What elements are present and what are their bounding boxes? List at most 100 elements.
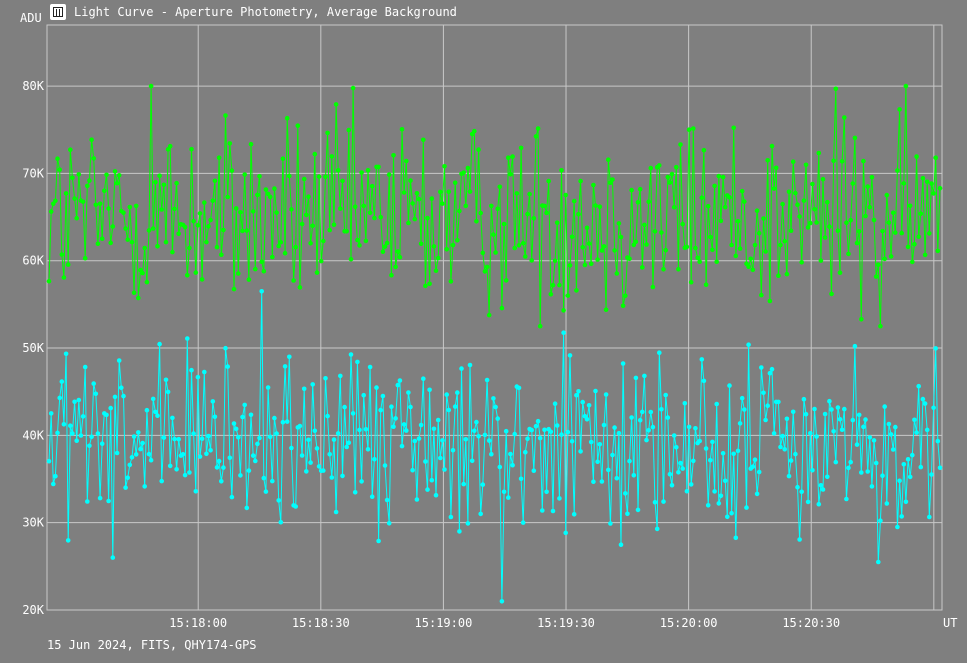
data-point — [72, 196, 77, 201]
data-point — [253, 458, 258, 464]
data-point — [465, 165, 471, 171]
data-point — [112, 169, 118, 174]
data-point — [544, 489, 549, 495]
data-point — [357, 243, 362, 248]
data-point — [106, 206, 111, 211]
data-point — [448, 514, 454, 520]
data-point — [435, 417, 441, 423]
data-point — [91, 156, 96, 161]
data-point — [102, 188, 107, 194]
data-point — [150, 226, 156, 231]
data-point — [569, 234, 575, 240]
data-point — [595, 257, 600, 262]
data-point — [489, 203, 494, 209]
data-point — [497, 464, 503, 470]
data-point — [329, 154, 335, 159]
data-point — [340, 473, 345, 479]
data-point — [897, 478, 902, 484]
y-tick-label: 80K — [22, 79, 44, 93]
data-point — [548, 429, 554, 435]
data-point — [929, 181, 934, 186]
data-point — [372, 215, 377, 221]
data-point — [648, 165, 654, 171]
data-point — [525, 436, 530, 442]
data-point — [839, 159, 845, 164]
data-point — [401, 422, 407, 427]
data-point — [742, 407, 747, 412]
data-point — [907, 474, 913, 480]
data-point — [380, 393, 386, 399]
data-point — [676, 267, 681, 272]
data-point — [722, 204, 728, 210]
data-point — [882, 404, 887, 409]
data-point — [667, 471, 673, 477]
data-point — [739, 395, 745, 401]
data-point — [927, 231, 932, 236]
data-point — [903, 83, 909, 89]
data-point — [484, 264, 490, 270]
data-point — [170, 249, 175, 255]
data-point — [172, 436, 177, 442]
data-point — [540, 508, 545, 513]
data-point — [263, 489, 269, 494]
data-point — [754, 491, 760, 497]
data-point — [752, 457, 758, 463]
chart-app-icon[interactable] — [50, 4, 66, 20]
data-point — [199, 436, 205, 442]
data-point — [248, 141, 254, 147]
data-point — [584, 417, 590, 422]
data-point — [563, 192, 568, 198]
data-point — [61, 275, 67, 280]
data-point — [916, 383, 921, 389]
data-point — [869, 484, 875, 489]
data-point — [167, 463, 173, 469]
data-point — [576, 212, 581, 217]
data-point — [161, 435, 167, 440]
x-axis-label: UT — [943, 616, 957, 630]
data-point — [455, 390, 460, 395]
data-point — [552, 258, 558, 264]
data-point — [191, 218, 196, 224]
data-point — [608, 521, 613, 526]
data-point — [467, 362, 473, 368]
data-point — [720, 174, 726, 180]
data-point — [520, 240, 526, 246]
data-point — [837, 270, 843, 276]
data-point — [525, 211, 530, 217]
data-point — [338, 373, 343, 379]
data-point — [253, 266, 258, 272]
data-point — [93, 202, 99, 208]
data-point — [153, 409, 158, 415]
data-point — [620, 303, 626, 309]
data-point — [508, 172, 513, 177]
data-point — [691, 126, 696, 131]
data-point — [240, 228, 245, 234]
data-point — [627, 458, 632, 464]
window-titlebar: Light Curve - Aperture Photometry, Avera… — [50, 3, 457, 21]
data-point — [423, 283, 428, 289]
data-point — [693, 245, 698, 251]
data-point — [886, 220, 892, 225]
data-point — [850, 417, 856, 423]
data-point — [459, 366, 464, 371]
data-point — [246, 277, 252, 282]
data-point — [376, 164, 381, 170]
data-point — [187, 470, 192, 475]
data-point — [342, 404, 347, 410]
data-point — [346, 440, 352, 446]
data-point — [599, 248, 605, 253]
data-point — [293, 504, 299, 509]
data-point — [803, 162, 809, 168]
data-point — [310, 223, 316, 229]
data-point — [316, 464, 322, 469]
data-point — [53, 198, 58, 204]
data-point — [116, 358, 122, 363]
data-point — [463, 437, 469, 442]
data-point — [818, 258, 824, 263]
data-point — [878, 323, 883, 329]
data-point — [110, 224, 116, 229]
data-point — [893, 424, 898, 430]
data-point — [474, 219, 479, 224]
data-point — [121, 210, 126, 215]
